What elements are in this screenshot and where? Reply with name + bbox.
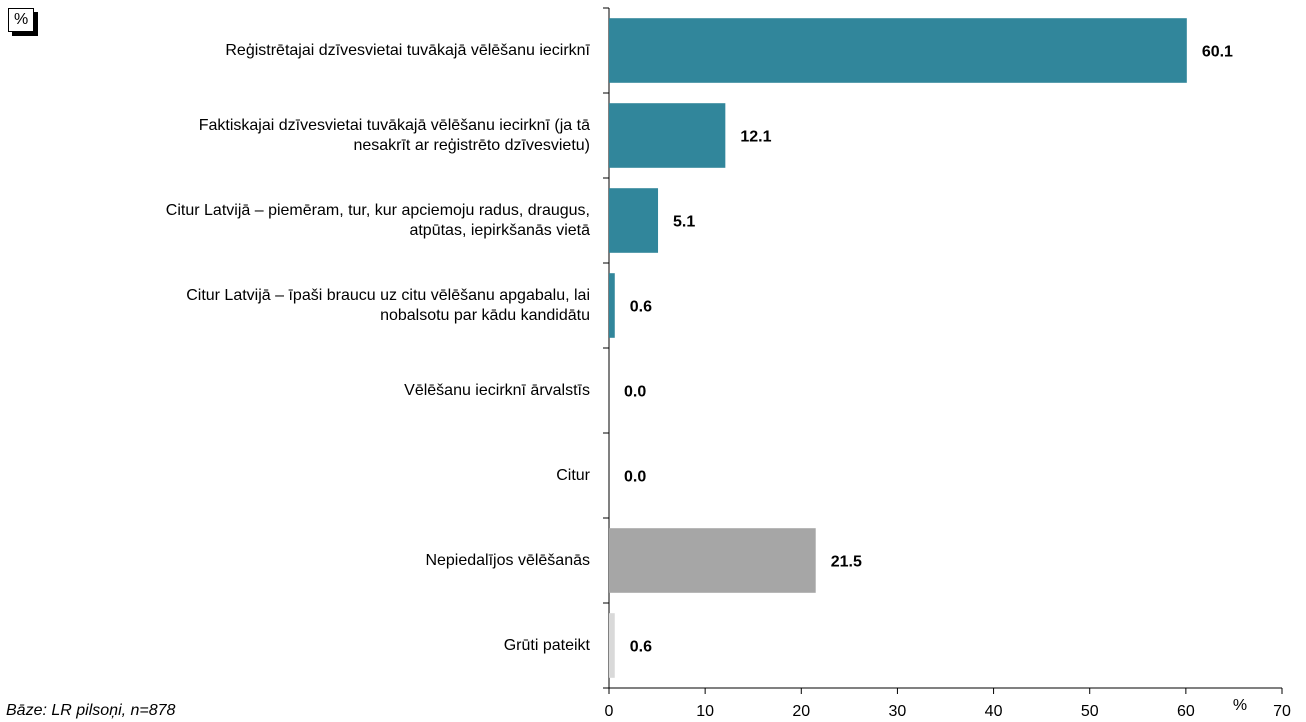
- category-label: Reģistrētajai dzīvesvietai tuvākajā vēlē…: [225, 41, 590, 59]
- value-label: 0.6: [630, 639, 652, 656]
- bar: [609, 103, 726, 168]
- footnote: Bāze: LR pilsoņi, n=878: [6, 702, 176, 719]
- x-tick-label: 50: [1081, 703, 1099, 720]
- value-label: 21.5: [831, 554, 862, 571]
- x-tick-label: 30: [889, 703, 907, 720]
- category-label: Citur: [556, 466, 590, 484]
- value-label: 60.1: [1202, 44, 1233, 61]
- x-tick-label: 40: [985, 703, 1003, 720]
- category-label: Vēlēšanu iecirknī ārvalstīs: [404, 381, 590, 399]
- bar: [609, 18, 1187, 83]
- x-tick-label: 70: [1273, 703, 1291, 720]
- category-label: Faktiskajai dzīvesvietai tuvākajā vēlēša…: [198, 116, 590, 154]
- category-label: Citur Latvijā – īpaši braucu uz citu vēl…: [186, 286, 590, 324]
- bar: [609, 528, 816, 593]
- bar: [609, 188, 659, 253]
- x-tick-label: 60: [1177, 703, 1195, 720]
- category-label: Citur Latvijā – piemēram, tur, kur apcie…: [165, 201, 590, 239]
- value-label: 5.1: [673, 214, 695, 231]
- value-label: 0.0: [624, 384, 646, 401]
- bar: [609, 273, 615, 338]
- corner-label: %: [8, 8, 35, 32]
- category-label: Grūti pateikt: [503, 636, 590, 654]
- x-tick-label: 0: [605, 703, 614, 720]
- bar: [609, 613, 615, 678]
- category-label: Nepiedalījos vēlēšanās: [425, 551, 590, 569]
- x-tick-label: 20: [792, 703, 810, 720]
- value-label: 12.1: [740, 129, 771, 146]
- x-tick-label: 10: [696, 703, 714, 720]
- value-label: 0.6: [630, 299, 652, 316]
- value-label: 0.0: [624, 469, 646, 486]
- x-unit: %: [1233, 697, 1247, 714]
